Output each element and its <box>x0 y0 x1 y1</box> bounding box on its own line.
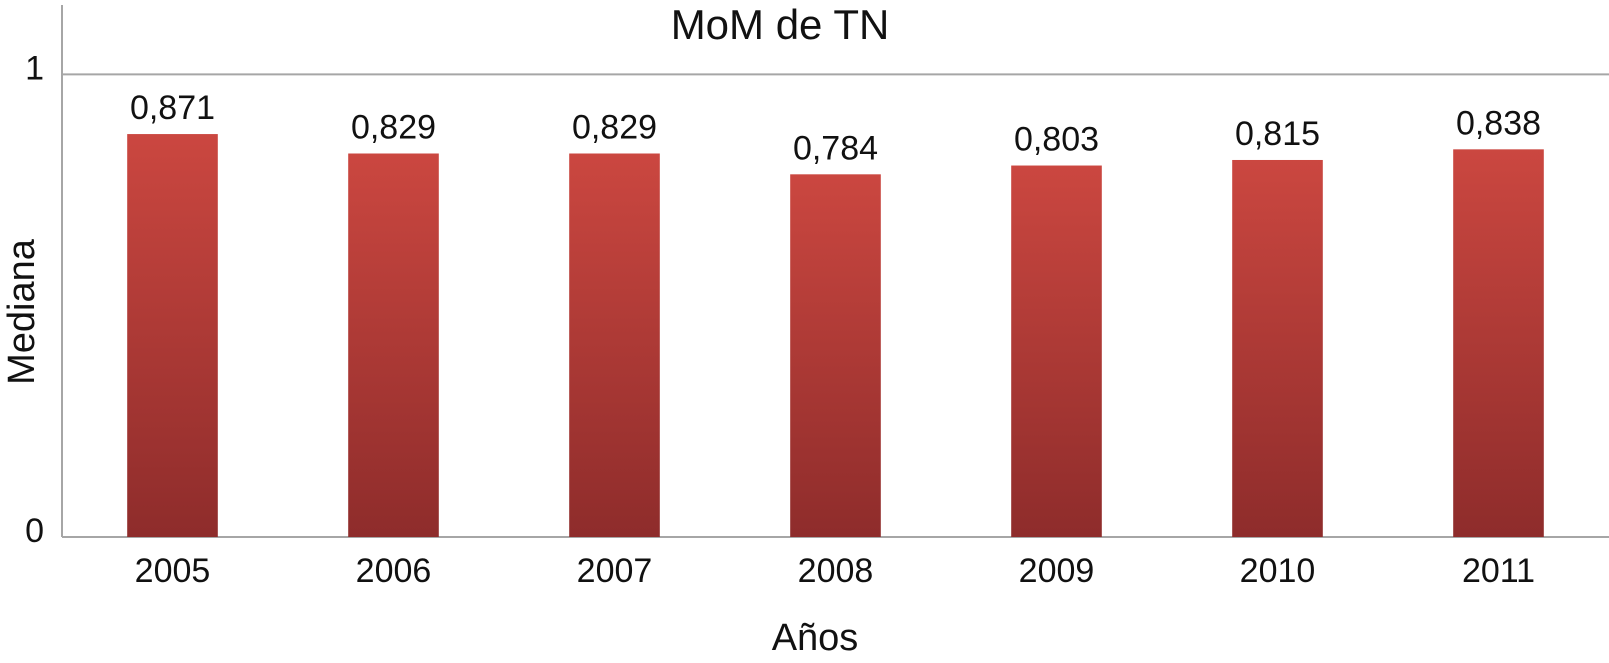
bar <box>569 153 660 538</box>
x-tick-label: 2008 <box>798 552 874 590</box>
y-axis-title: Mediana <box>1 238 43 385</box>
data-label: 0,829 <box>572 108 657 146</box>
bar <box>1011 165 1102 538</box>
x-tick-label: 2007 <box>577 552 653 590</box>
x-tick-label: 2011 <box>1462 552 1535 590</box>
data-label: 0,784 <box>793 129 878 167</box>
bar <box>127 134 218 538</box>
x-tick-label: 2010 <box>1240 552 1316 590</box>
x-tick-label: 2006 <box>356 552 432 590</box>
data-label: 0,838 <box>1456 104 1541 142</box>
data-label: 0,829 <box>351 108 436 146</box>
y-tick-label: 1 <box>25 49 44 87</box>
chart-title: MoM de TN <box>671 1 890 48</box>
bar <box>790 174 881 537</box>
x-axis-title: Años <box>772 617 859 659</box>
bar <box>348 153 439 538</box>
x-tick-label: 2005 <box>135 552 211 590</box>
data-label: 0,803 <box>1014 121 1099 159</box>
data-label: 0,815 <box>1235 115 1320 153</box>
y-tick-label: 0 <box>25 512 44 550</box>
bar <box>1453 149 1544 537</box>
x-tick-label: 2009 <box>1019 552 1095 590</box>
bar <box>1232 159 1323 537</box>
data-label: 0,871 <box>130 89 215 127</box>
